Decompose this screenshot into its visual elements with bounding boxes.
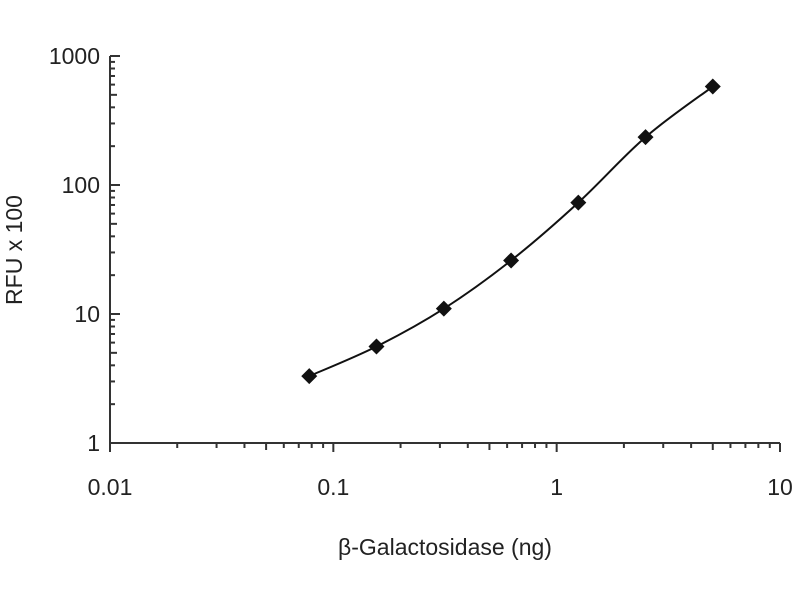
data-point (637, 129, 654, 146)
x-tick-label: 0.1 (317, 474, 349, 500)
x-tick-label: 0.01 (88, 474, 133, 500)
x-tick-label: 1 (550, 474, 563, 500)
data-point (301, 368, 318, 385)
data-point (368, 338, 385, 355)
y-tick-label: 1000 (49, 43, 100, 69)
axes (109, 56, 780, 444)
x-tick-label: 10 (767, 474, 793, 500)
x-axis-title: β-Galactosidase (ng) (338, 534, 552, 560)
data-point (503, 252, 520, 269)
y-axis-title: RFU x 100 (1, 195, 27, 305)
series (301, 78, 721, 385)
y-tick-label: 10 (74, 301, 100, 327)
data-point (704, 78, 721, 95)
data-point (570, 194, 587, 211)
tick-labels: 0.01 0.1 1 10 1 10 100 1000 (49, 43, 793, 500)
y-tick-label: 100 (62, 172, 100, 198)
data-point (435, 300, 452, 317)
series-line (308, 85, 714, 378)
ticks (109, 55, 781, 452)
y-tick-label: 1 (87, 430, 100, 456)
